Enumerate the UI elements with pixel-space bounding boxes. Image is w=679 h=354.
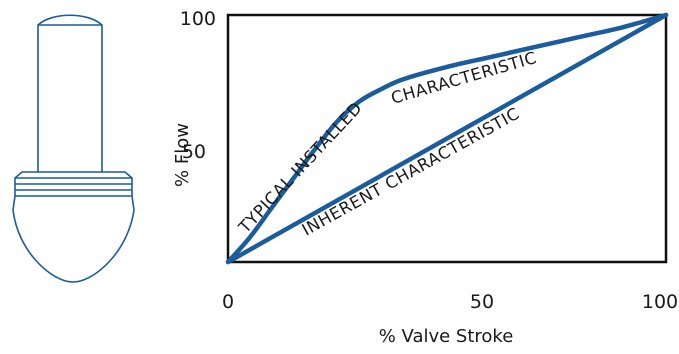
plot-frame (226, 13, 668, 264)
valve-collar (14, 171, 133, 196)
x-axis-label: % Valve Stroke (379, 326, 514, 347)
y-tick-label: 50 (182, 141, 206, 163)
y-axis-label: % Flow (172, 123, 193, 187)
x-tick-label: 50 (470, 291, 494, 313)
valve-stem (37, 14, 103, 172)
x-tick-label: 0 (222, 291, 234, 313)
x-tick-label: 100 (642, 291, 678, 313)
inherent-characteristic-line (225, 12, 669, 265)
installed-characteristic-curve (225, 12, 669, 265)
valve-plug-illustration (12, 14, 135, 283)
valve-plug-body (12, 195, 135, 283)
y-tick-label: 100 (180, 8, 216, 30)
